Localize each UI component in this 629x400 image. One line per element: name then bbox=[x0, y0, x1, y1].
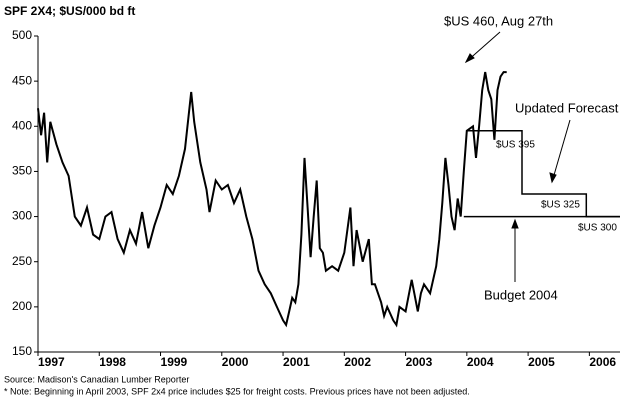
note: Source: Madison's Canadian Lumber Report… bbox=[4, 374, 189, 384]
annotation: $US 395 bbox=[496, 140, 535, 151]
y-tick-label: 300 bbox=[12, 209, 32, 223]
annotation: $US 300 bbox=[578, 223, 617, 234]
y-tick-label: 500 bbox=[12, 28, 32, 42]
x-tick-label: 2006 bbox=[589, 355, 616, 369]
x-tick-label: 2002 bbox=[344, 355, 371, 369]
x-tick-label: 2003 bbox=[406, 355, 433, 369]
y-tick-label: 450 bbox=[12, 73, 32, 87]
annotation: $US 460, Aug 27th bbox=[444, 13, 553, 28]
x-tick-label: 2005 bbox=[528, 355, 555, 369]
y-tick-label: 250 bbox=[12, 254, 32, 268]
x-tick-label: 1997 bbox=[38, 355, 65, 369]
chart-title: SPF 2X4; $US/000 bd ft bbox=[4, 4, 135, 18]
x-tick-label: 1998 bbox=[99, 355, 126, 369]
y-tick-label: 150 bbox=[12, 344, 32, 358]
y-tick-label: 200 bbox=[12, 299, 32, 313]
y-tick-label: 400 bbox=[12, 118, 32, 132]
line-series bbox=[37, 71, 507, 328]
legend-label: Budget 2004 bbox=[484, 287, 558, 302]
y-tick-label: 350 bbox=[12, 164, 32, 178]
annotation: $US 325 bbox=[541, 200, 580, 211]
x-tick-label: 2000 bbox=[222, 355, 249, 369]
x-tick-label: 1999 bbox=[161, 355, 188, 369]
x-tick-label: 2004 bbox=[467, 355, 494, 369]
legend-label: Updated Forecast bbox=[515, 100, 619, 115]
x-tick-label: 2001 bbox=[283, 355, 310, 369]
note: * Note: Beginning in April 2003, SPF 2x4… bbox=[4, 386, 470, 396]
arrows bbox=[464, 31, 571, 282]
